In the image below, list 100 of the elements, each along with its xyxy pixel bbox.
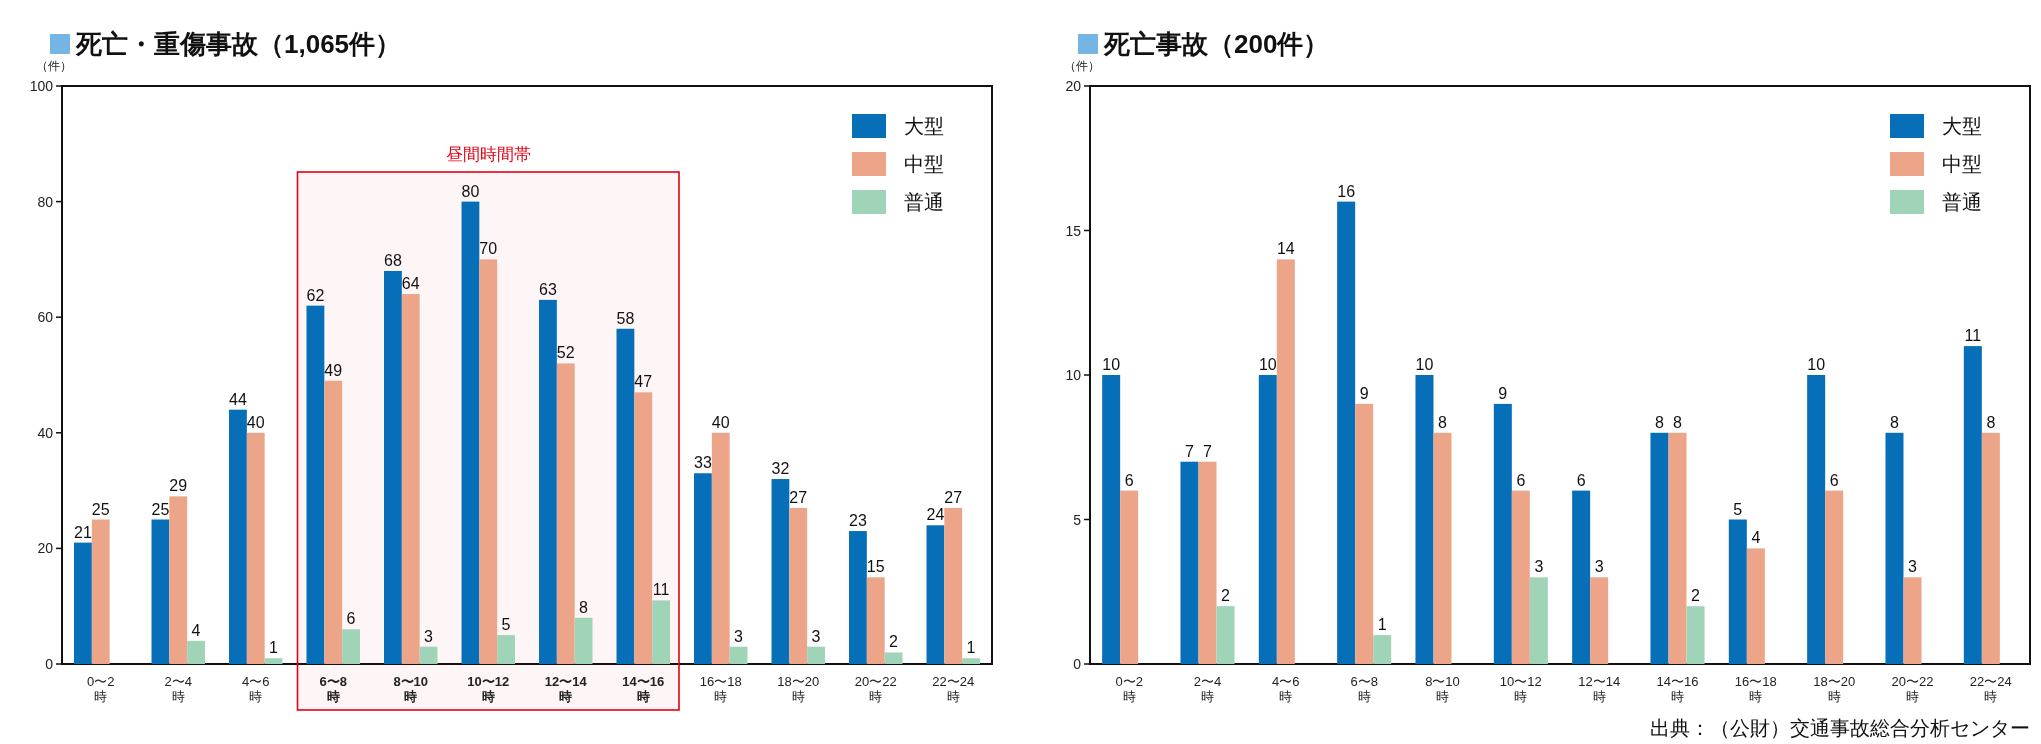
data-label: 3 bbox=[734, 627, 744, 645]
data-label: 8 bbox=[1986, 413, 1996, 431]
y-tick-label: 5 bbox=[1073, 511, 1082, 528]
x-tick-label: 4〜6 時 bbox=[1272, 674, 1300, 704]
x-tick-label: 20〜22 時 bbox=[1891, 674, 1934, 704]
y-tick-label: 0 bbox=[1073, 656, 1082, 672]
bar bbox=[1668, 432, 1687, 664]
data-label: 47 bbox=[634, 373, 653, 391]
y-tick-label: 80 bbox=[37, 193, 54, 210]
data-label: 49 bbox=[324, 361, 343, 379]
data-label: 2 bbox=[1221, 587, 1231, 605]
x-tick-label: 12〜14 時 bbox=[544, 674, 588, 704]
legend-label: 大型 bbox=[1942, 115, 1982, 137]
x-tick-label: 10〜12 時 bbox=[467, 674, 510, 704]
bar bbox=[264, 658, 283, 664]
x-tick-label: 14〜16 時 bbox=[622, 674, 665, 704]
legend-label: 中型 bbox=[1942, 153, 1982, 175]
data-label: 4 bbox=[191, 621, 201, 639]
data-label: 3 bbox=[1908, 558, 1918, 576]
bar bbox=[1903, 577, 1922, 664]
bar bbox=[74, 542, 92, 664]
bar bbox=[1511, 490, 1530, 664]
data-label: 9 bbox=[1359, 384, 1369, 402]
x-tick-label: 0〜2 時 bbox=[87, 674, 115, 704]
bar bbox=[1728, 519, 1747, 664]
chart-title: 死亡・重傷事故（1,065件） bbox=[75, 29, 402, 59]
bar bbox=[342, 629, 360, 664]
data-label: 8 bbox=[579, 598, 589, 616]
bar bbox=[246, 432, 265, 664]
bar bbox=[187, 640, 205, 664]
data-label: 6 bbox=[1576, 471, 1586, 489]
data-label: 11 bbox=[652, 581, 670, 599]
bar bbox=[634, 392, 653, 664]
bar bbox=[884, 652, 903, 664]
bar bbox=[1337, 201, 1356, 664]
y-axis-title: （件） bbox=[1064, 59, 1100, 73]
bar bbox=[229, 409, 247, 664]
bar bbox=[401, 294, 420, 664]
chart-title: 死亡事故（200件） bbox=[1103, 29, 1330, 59]
bar bbox=[1276, 259, 1295, 664]
bar bbox=[1885, 432, 1904, 664]
data-label: 10 bbox=[1102, 356, 1121, 373]
bar bbox=[497, 635, 515, 664]
y-tick-label: 15 bbox=[1065, 222, 1082, 239]
bar bbox=[1746, 548, 1765, 664]
bar bbox=[1572, 490, 1591, 664]
bar bbox=[1807, 375, 1826, 664]
bar bbox=[1415, 375, 1434, 664]
data-label: 3 bbox=[811, 627, 821, 645]
bar bbox=[479, 259, 498, 664]
data-label: 64 bbox=[401, 275, 420, 293]
bar bbox=[1373, 635, 1392, 664]
data-label: 63 bbox=[539, 280, 557, 298]
bar bbox=[324, 380, 343, 664]
bar bbox=[1686, 606, 1705, 664]
bar bbox=[1825, 490, 1844, 664]
bar bbox=[461, 201, 480, 664]
bar bbox=[1650, 432, 1669, 664]
bar bbox=[1355, 403, 1374, 664]
data-label: 32 bbox=[771, 460, 790, 478]
x-tick-label: 18〜20 時 bbox=[777, 674, 820, 704]
data-label: 6 bbox=[1124, 471, 1134, 489]
bar bbox=[1120, 490, 1139, 664]
data-label: 15 bbox=[866, 558, 885, 576]
data-label: 5 bbox=[501, 616, 511, 634]
bar bbox=[849, 531, 867, 664]
bar bbox=[1258, 375, 1277, 664]
data-label: 8 bbox=[1673, 413, 1683, 431]
data-label: 9 bbox=[1498, 384, 1508, 402]
data-label: 70 bbox=[479, 240, 498, 258]
bar bbox=[771, 479, 790, 664]
bar bbox=[926, 525, 945, 664]
x-tick-label: 6〜8 時 bbox=[319, 674, 347, 704]
data-label: 1 bbox=[269, 639, 279, 657]
data-label: 10 bbox=[1258, 356, 1277, 373]
bar bbox=[711, 432, 730, 664]
x-tick-label: 22〜24 時 bbox=[1969, 674, 2012, 704]
bar bbox=[694, 473, 712, 664]
data-label: 52 bbox=[556, 344, 575, 362]
bar bbox=[616, 328, 635, 664]
source-note: 出典：（公財）交通事故総合分析センター bbox=[1650, 717, 2030, 739]
bar bbox=[151, 519, 170, 664]
data-label: 6 bbox=[346, 610, 356, 628]
data-label: 2 bbox=[1691, 587, 1701, 605]
data-label: 27 bbox=[789, 488, 808, 506]
y-tick-label: 0 bbox=[45, 656, 54, 672]
y-tick-label: 10 bbox=[1065, 367, 1082, 383]
data-label: 7 bbox=[1185, 442, 1195, 460]
bar bbox=[169, 496, 188, 664]
data-label: 25 bbox=[91, 500, 110, 518]
data-label: 68 bbox=[384, 251, 402, 269]
bar bbox=[962, 658, 980, 664]
band-label: 昼間時間帯 bbox=[445, 145, 531, 164]
bar bbox=[1963, 346, 1982, 664]
data-label: 80 bbox=[461, 182, 480, 200]
data-label: 10 bbox=[1807, 356, 1826, 373]
bar bbox=[539, 299, 557, 664]
bar bbox=[574, 617, 593, 664]
x-tick-label: 8〜10 時 bbox=[1425, 674, 1460, 704]
x-tick-label: 0〜2 時 bbox=[1115, 674, 1143, 704]
